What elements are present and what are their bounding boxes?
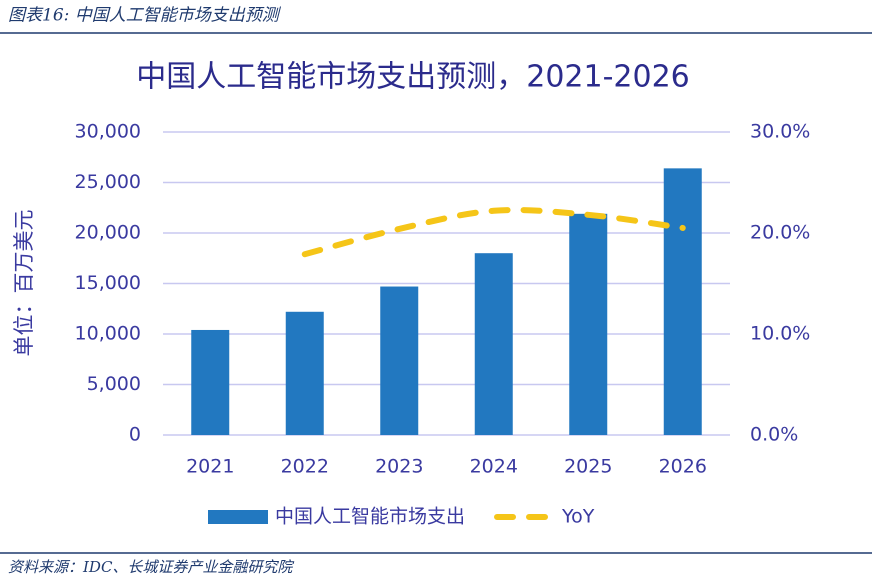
bar [191,329,230,435]
legend-label: YoY [561,506,595,528]
y-tick-label: 30,000 [75,121,141,143]
bar [285,311,324,435]
bar [569,213,608,435]
y2-tick-label: 0.0% [750,424,798,446]
header: 图表16: 中国人工智能市场支出预测 [8,6,282,26]
x-tick-label: 2023 [375,456,423,478]
y-axis-label: 单位：百万美元 [12,210,36,357]
y-tick-label: 5,000 [87,373,141,395]
line [301,207,686,258]
y-tick-label: 15,000 [75,272,141,294]
y2-tick-label: 10.0% [750,323,810,345]
y-tick-label: 10,000 [75,323,141,345]
y-tick-label: 25,000 [75,171,141,193]
bar [663,168,702,436]
bar [380,286,419,435]
x-tick-label: 2021 [186,456,234,478]
source: 资料来源：IDC、长城证券产业金融研究院 [8,558,294,576]
chart-title: 中国人工智能市场支出预测，2021-2026 [136,60,690,95]
y2-tick-label: 20.0% [750,222,810,244]
x-tick-label: 2022 [281,456,329,478]
x-tick-label: 2026 [659,456,707,478]
legend-label: 中国人工智能市场支出 [275,506,465,528]
bar [474,253,513,435]
legend-swatch [208,510,268,524]
y2-tick-label: 30.0% [750,121,810,143]
y-tick-label: 20,000 [75,222,141,244]
y-tick-label: 0 [129,424,141,446]
x-tick-label: 2025 [564,456,612,478]
x-tick-label: 2024 [470,456,518,478]
